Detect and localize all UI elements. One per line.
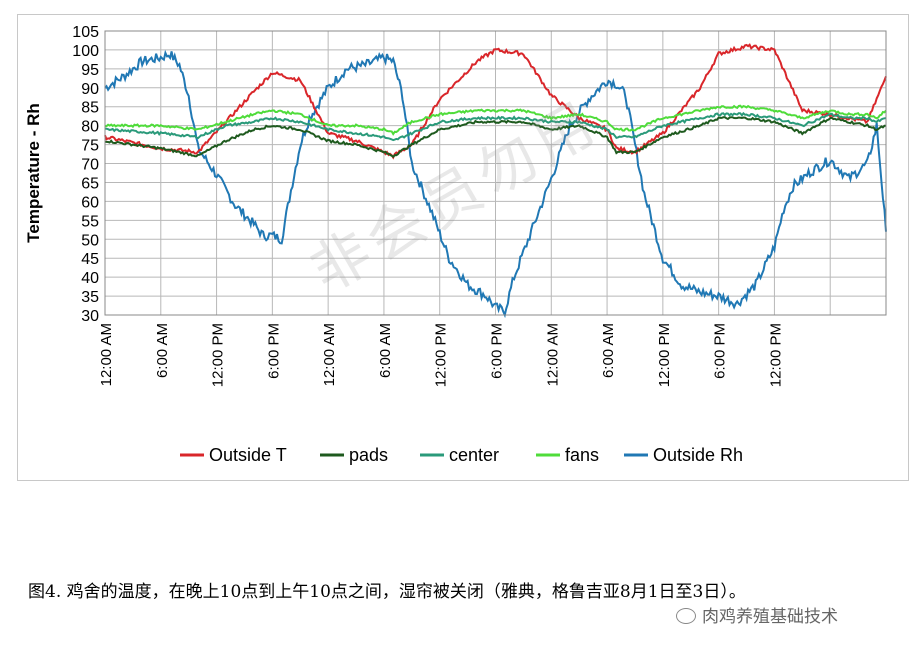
- x-tick-label: 6:00 AM: [154, 323, 171, 378]
- y-tick-label: 65: [81, 175, 99, 192]
- y-tick-label: 100: [72, 43, 99, 60]
- brand-text: 肉鸡养殖基础技术: [702, 607, 838, 627]
- y-tick-label: 95: [81, 62, 99, 79]
- series-line-outside-t: [104, 43, 887, 160]
- brand-label: 肉鸡养殖基础技术: [676, 602, 838, 627]
- x-tick-label: 6:00 PM: [489, 323, 506, 379]
- y-tick-label: 35: [81, 289, 99, 306]
- y-tick-label: 75: [81, 138, 99, 155]
- y-tick-label: 55: [81, 213, 99, 230]
- x-tick-label: 6:00 PM: [712, 323, 729, 379]
- y-tick-label: 60: [81, 194, 99, 211]
- y-tick-label: 70: [81, 157, 99, 174]
- x-tick-label: 12:00 PM: [767, 323, 784, 387]
- y-tick-label: 105: [72, 24, 99, 41]
- legend-label: center: [449, 445, 499, 465]
- x-tick-label: 6:00 AM: [600, 323, 617, 378]
- series-line-fans: [105, 104, 887, 136]
- x-tick-label: 6:00 PM: [265, 323, 282, 379]
- y-tick-label: 80: [81, 119, 99, 136]
- x-tick-label: 12:00 PM: [433, 323, 450, 387]
- y-tick-label: 40: [81, 270, 99, 287]
- series-line-outside-rh: [104, 49, 887, 319]
- x-tick-label: 12:00 PM: [656, 323, 673, 387]
- x-tick-label: 12:00 AM: [98, 323, 115, 386]
- x-ticks: 12:00 AM 6:00 AM 12:00 PM 6:00 PM 12:00 AM 6:…: [98, 323, 784, 387]
- legend-label: pads: [349, 445, 388, 465]
- x-tick-label: 6:00 AM: [377, 323, 394, 378]
- legend-label: fans: [565, 445, 599, 465]
- chart-frame: [17, 14, 909, 481]
- legend: Outside T pads center fans Outside Rh: [180, 445, 743, 465]
- y-tick-label: 30: [81, 308, 99, 325]
- x-tick-label: 12:00 PM: [210, 323, 227, 387]
- series-line-center: [104, 111, 887, 142]
- legend-label: Outside T: [209, 445, 287, 465]
- plot-border: [104, 30, 887, 316]
- series-layer: [104, 43, 887, 319]
- y-tick-label: 85: [81, 100, 99, 117]
- series-line-pads: [104, 116, 886, 159]
- wechat-icon: [676, 608, 696, 624]
- y-tick-label: 50: [81, 232, 99, 249]
- x-tick-label: 12:00 AM: [321, 323, 338, 386]
- figure-caption: 图4. 鸡舍的温度，在晚上10点到上午10点之间，湿帘被关闭（雅典，格鲁吉亚8月…: [28, 582, 746, 602]
- y-tick-label: 90: [81, 81, 99, 98]
- y-axis-label: Temperature - Rh: [24, 103, 43, 243]
- legend-label: Outside Rh: [653, 445, 743, 465]
- x-tick-label: 12:00 AM: [544, 323, 561, 386]
- y-tick-label: 45: [81, 251, 99, 268]
